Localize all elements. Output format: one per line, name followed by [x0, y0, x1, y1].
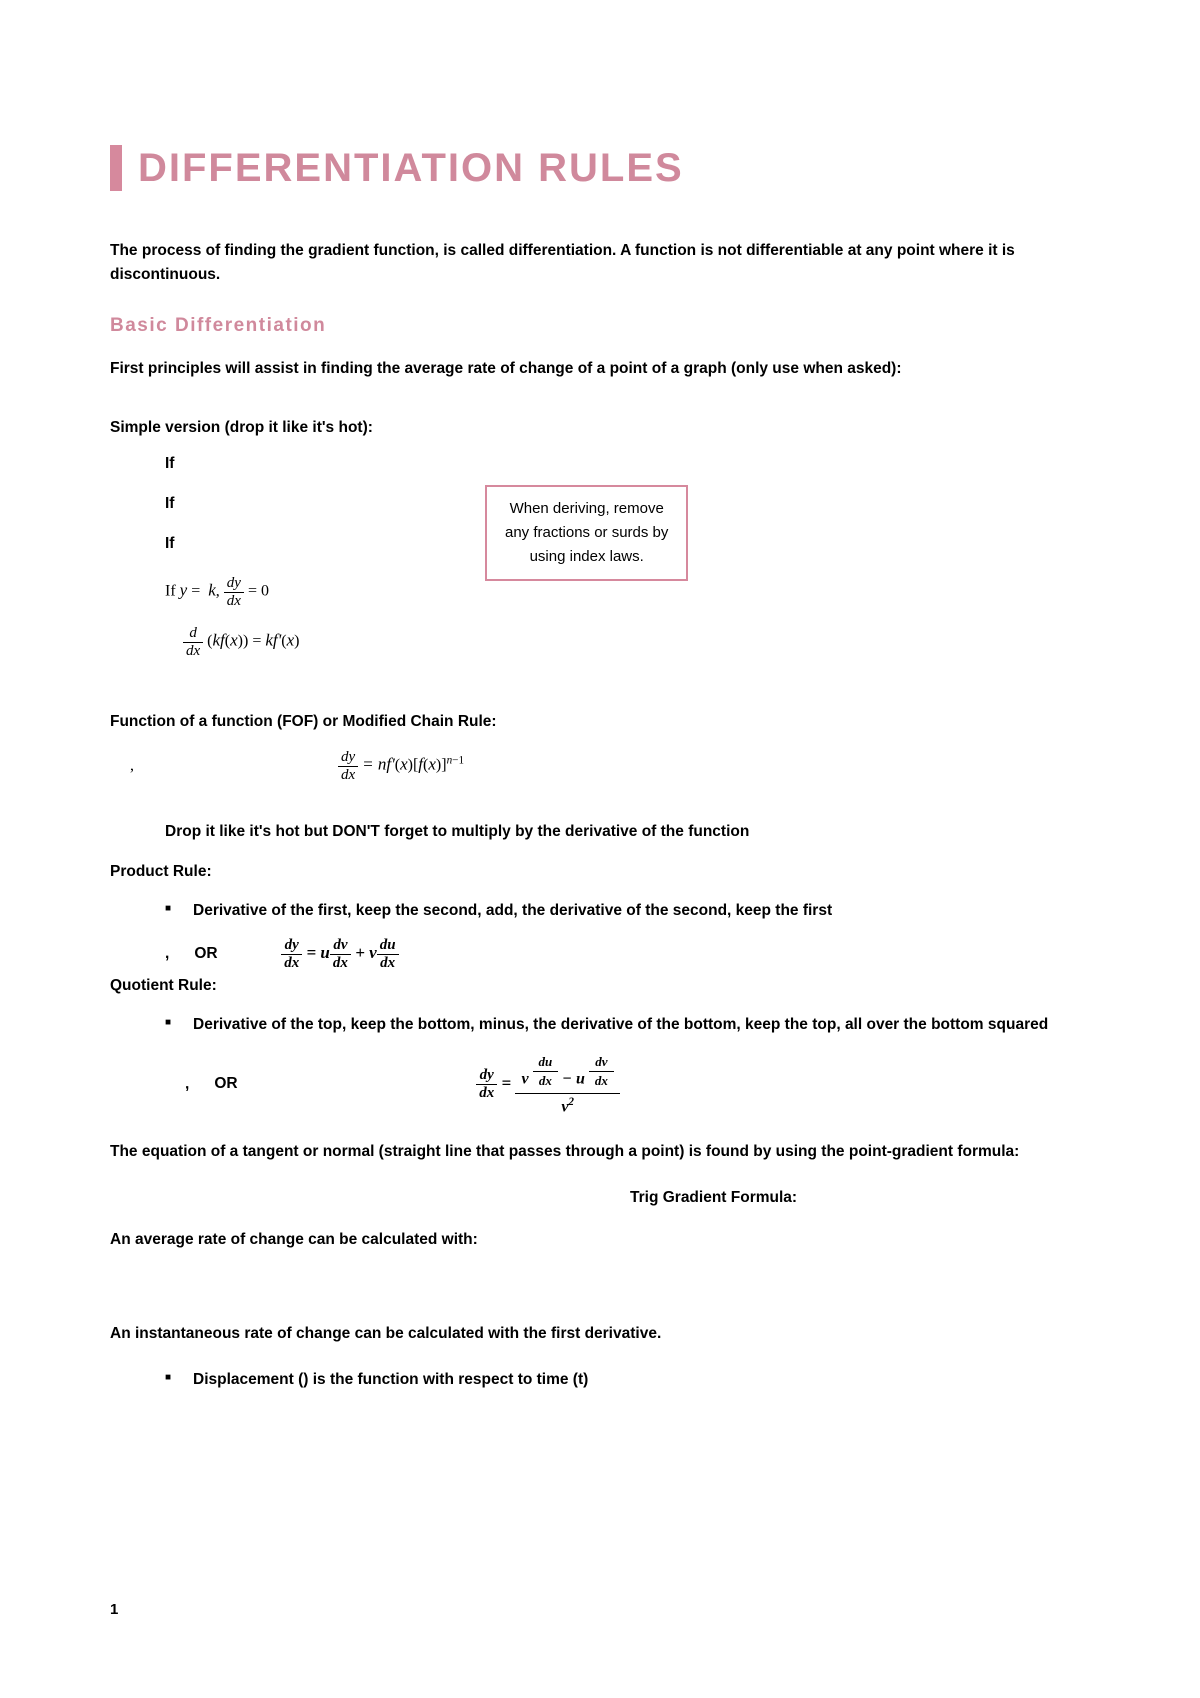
intro-paragraph: The process of finding the gradient func…: [110, 239, 1090, 287]
avg-rate-text: An average rate of change can be calcula…: [110, 1228, 1090, 1252]
trig-label: Trig Gradient Formula:: [630, 1186, 1090, 1210]
quotient-bullet-list: Derivative of the top, keep the bottom, …: [165, 1013, 1090, 1037]
quotient-label: Quotient Rule:: [110, 977, 1090, 995]
page-title: DIFFERENTIATION RULES: [138, 146, 684, 191]
or-label-2: OR: [214, 1075, 237, 1093]
fof-note: Drop it like it's hot but DON'T forget t…: [165, 823, 1090, 841]
page-number: 1: [110, 1601, 118, 1618]
tangent-text: The equation of a tangent or normal (str…: [110, 1140, 1090, 1164]
title-accent-bar: [110, 145, 122, 191]
simple-version-label: Simple version (drop it like it's hot):: [110, 419, 1090, 437]
rules-block: If If If If y = k, dydx = 0 ddx (kf(x)) …: [165, 455, 1090, 675]
product-bullet-list: Derivative of the first, keep the second…: [165, 899, 1090, 923]
product-bullet: Derivative of the first, keep the second…: [165, 899, 1090, 923]
tip-box: When deriving, remove any fractions or s…: [485, 485, 688, 581]
quotient-equation-row: ,OR dydx = v dudx − u dvdx v2: [185, 1051, 1090, 1118]
displacement-list: Displacement () is the function with res…: [165, 1368, 1090, 1392]
product-label: Product Rule:: [110, 863, 1090, 881]
title-row: DIFFERENTIATION RULES: [110, 145, 1090, 191]
if-line-1: If: [165, 455, 1090, 473]
rule-kf: ddx (kf(x)) = kf'(x): [183, 625, 1090, 659]
displacement-bullet: Displacement () is the function with res…: [165, 1368, 1090, 1392]
or-label: OR: [194, 945, 217, 963]
inst-rate-text: An instantaneous rate of change can be c…: [110, 1322, 1090, 1346]
subheading-basic: Basic Differentiation: [110, 315, 1090, 337]
fof-equation: , dydx = nf'(x)[f(x)]n−1: [130, 749, 1090, 783]
quotient-bullet: Derivative of the top, keep the bottom, …: [165, 1013, 1090, 1037]
fof-label: Function of a function (FOF) or Modified…: [110, 713, 1090, 731]
first-principles-text: First principles will assist in finding …: [110, 357, 1090, 381]
product-equation-row: ,OR dydx = udvdx + vdudx: [165, 937, 1090, 971]
